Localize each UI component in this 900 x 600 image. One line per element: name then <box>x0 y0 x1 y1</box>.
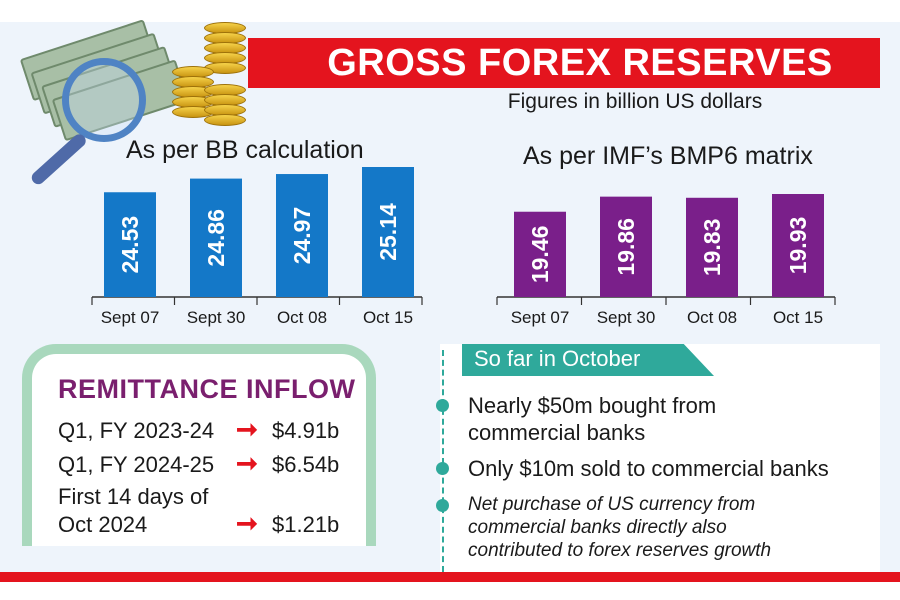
bar-value-label: 19.86 <box>613 218 639 276</box>
october-panel <box>440 344 880 572</box>
page-title: GROSS FOREX RESERVES <box>327 42 833 84</box>
x-tick-label: Oct 15 <box>363 308 413 327</box>
arrow-right-icon: ➞ <box>236 508 258 538</box>
october-bullet: commercial banks <box>468 420 646 445</box>
bar <box>362 167 414 297</box>
subtitle: Figures in billion US dollars <box>507 90 763 113</box>
bb-chart-title: As per BB calculation <box>126 136 364 164</box>
remittance-value: $1.21b <box>272 512 340 537</box>
october-bullet: Nearly $50m bought from <box>468 393 717 418</box>
bar <box>190 178 242 297</box>
x-tick-label: Sept 30 <box>187 308 246 327</box>
remittance-label: Q1, FY 2024-25 <box>58 452 215 477</box>
bar <box>772 194 824 297</box>
remittance-title: REMITTANCE INFLOW <box>58 374 356 404</box>
bottom-rule <box>0 572 900 582</box>
x-tick-label: Sept 30 <box>597 308 656 327</box>
remittance-value: $4.91b <box>272 418 340 443</box>
october-bullet: commercial banks directly also <box>468 517 727 538</box>
bar-value-label: 19.83 <box>699 219 725 277</box>
x-tick-label: Sept 07 <box>511 308 570 327</box>
remittance-label: Oct 2024 <box>58 512 148 537</box>
october-heading-tab <box>462 344 714 376</box>
x-tick-label: Oct 08 <box>277 308 327 327</box>
october-heading: So far in October <box>474 346 641 371</box>
bar <box>104 192 156 297</box>
bar <box>686 197 738 297</box>
bar <box>600 196 652 297</box>
bar-value-label: 24.53 <box>117 216 143 274</box>
x-tick-label: Oct 08 <box>687 308 737 327</box>
arrow-right-icon: ➞ <box>236 448 258 478</box>
bar-value-label: 25.14 <box>375 203 401 261</box>
bullet-dot-icon <box>436 499 449 512</box>
bar <box>514 211 566 297</box>
arrow-right-icon: ➞ <box>236 414 258 444</box>
october-bullet: Net purchase of US currency from <box>468 494 756 515</box>
x-tick-label: Oct 15 <box>773 308 823 327</box>
remittance-value: $6.54b <box>272 452 340 477</box>
remittance-card <box>22 344 376 546</box>
bullet-dot-icon <box>436 462 449 475</box>
title-banner <box>248 38 880 88</box>
bar-value-label: 19.93 <box>785 217 811 275</box>
imf-chart-title: As per IMF’s BMP6 matrix <box>523 142 813 170</box>
gold-coins-icon <box>170 20 250 140</box>
remittance-label: Q1, FY 2023-24 <box>58 418 215 443</box>
bar-value-label: 24.97 <box>289 207 315 265</box>
october-bullet: contributed to forex reserves growth <box>468 540 772 561</box>
october-bullet: Only $10m sold to commercial banks <box>468 456 829 481</box>
bar-value-label: 19.46 <box>527 226 553 284</box>
bullet-dot-icon <box>436 399 449 412</box>
timeline-line <box>442 350 444 572</box>
x-tick-label: Sept 07 <box>101 308 160 327</box>
bar-value-label: 24.86 <box>203 209 229 267</box>
remittance-label: First 14 days of <box>58 484 209 509</box>
bar <box>276 174 328 297</box>
